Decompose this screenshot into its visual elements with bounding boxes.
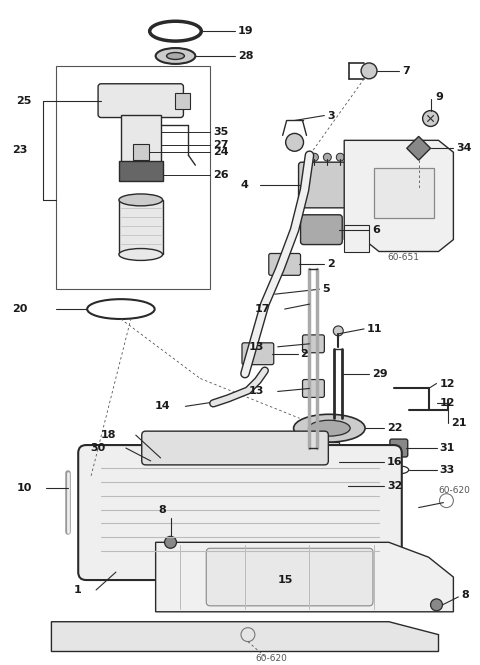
Bar (119, 200, 163, 255)
Bar (121, 114, 161, 169)
Text: 28: 28 (238, 51, 253, 61)
Text: 60-620: 60-620 (255, 654, 287, 663)
Text: 60-651: 60-651 (387, 253, 419, 262)
Circle shape (422, 110, 439, 126)
FancyBboxPatch shape (302, 335, 324, 352)
Circle shape (431, 599, 443, 610)
Text: 6: 6 (372, 225, 380, 235)
Text: 24: 24 (213, 147, 229, 157)
Ellipse shape (311, 479, 348, 491)
Text: 60-620: 60-620 (439, 486, 470, 495)
Polygon shape (51, 622, 439, 652)
FancyBboxPatch shape (299, 162, 349, 208)
Text: 17: 17 (254, 304, 270, 314)
Bar (176, 92, 191, 108)
Text: 11: 11 (367, 324, 383, 334)
Text: 22: 22 (387, 423, 402, 433)
FancyBboxPatch shape (206, 548, 373, 606)
FancyBboxPatch shape (98, 84, 183, 118)
Text: 27: 27 (213, 140, 228, 150)
Text: 21: 21 (451, 418, 467, 428)
Text: 16: 16 (387, 457, 403, 467)
Bar (319, 442, 339, 481)
Text: 26: 26 (213, 170, 229, 180)
Text: 34: 34 (456, 143, 472, 154)
Text: 29: 29 (372, 368, 388, 378)
FancyBboxPatch shape (302, 380, 324, 398)
Circle shape (333, 326, 343, 336)
Circle shape (336, 153, 344, 161)
Text: 19: 19 (238, 26, 253, 36)
Text: 4: 4 (240, 180, 248, 190)
Text: 23: 23 (12, 145, 27, 155)
Text: 12: 12 (440, 398, 455, 408)
Circle shape (311, 153, 318, 161)
Text: 18: 18 (100, 430, 116, 440)
Text: 5: 5 (323, 284, 330, 294)
Circle shape (286, 134, 303, 151)
FancyBboxPatch shape (269, 253, 300, 275)
Bar (374, 168, 433, 217)
Text: 20: 20 (12, 304, 27, 314)
Text: 32: 32 (387, 481, 402, 491)
Text: 8: 8 (461, 590, 469, 600)
Text: 12: 12 (440, 378, 455, 388)
Polygon shape (344, 140, 454, 251)
Bar (133, 144, 149, 160)
Text: 31: 31 (440, 443, 455, 453)
Circle shape (324, 153, 331, 161)
Circle shape (361, 63, 377, 79)
Text: 33: 33 (440, 465, 455, 475)
Polygon shape (156, 543, 454, 612)
Text: 10: 10 (16, 483, 32, 493)
FancyBboxPatch shape (300, 215, 342, 245)
Text: 2: 2 (327, 259, 335, 269)
Bar (119, 161, 163, 181)
Text: 1: 1 (73, 585, 81, 595)
FancyBboxPatch shape (78, 445, 402, 580)
Ellipse shape (119, 194, 163, 206)
Text: 30: 30 (91, 443, 106, 453)
Ellipse shape (156, 48, 195, 64)
Text: 7: 7 (402, 66, 409, 76)
Text: 13: 13 (249, 386, 264, 396)
Ellipse shape (119, 249, 163, 261)
Text: 3: 3 (327, 110, 335, 120)
Polygon shape (344, 225, 369, 251)
Circle shape (165, 537, 177, 548)
Text: 15: 15 (278, 575, 293, 585)
Text: 35: 35 (213, 128, 228, 138)
Text: 2: 2 (300, 348, 308, 358)
FancyBboxPatch shape (242, 343, 274, 364)
Polygon shape (407, 136, 431, 160)
Text: 14: 14 (155, 402, 170, 412)
Ellipse shape (167, 53, 184, 59)
Ellipse shape (309, 420, 350, 436)
Bar (56, 66, 210, 289)
Text: 8: 8 (158, 505, 167, 515)
FancyBboxPatch shape (142, 431, 328, 465)
Ellipse shape (294, 414, 365, 442)
FancyBboxPatch shape (390, 439, 408, 457)
Text: 13: 13 (249, 342, 264, 352)
Text: 9: 9 (435, 92, 444, 102)
Text: 25: 25 (16, 96, 32, 106)
